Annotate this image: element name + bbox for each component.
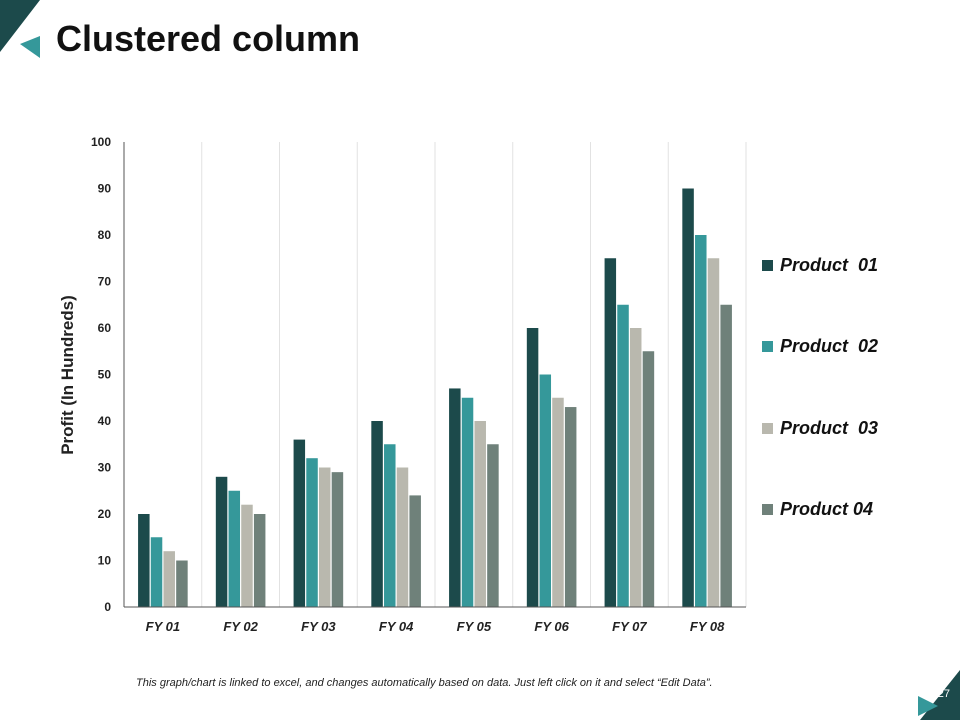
y-tick-label: 30 [98,461,112,475]
x-tick-label: FY 03 [301,619,336,634]
bar [526,328,539,607]
bar [564,407,577,607]
x-tick-label: FY 08 [690,619,725,634]
bar [241,504,253,607]
bar [682,188,694,607]
bar [474,421,486,607]
legend-label-product-01: Product 01 [780,254,879,275]
bar [604,258,617,607]
bar [617,304,629,607]
corner-decoration-top [0,0,40,58]
y-tick-label: 0 [104,600,111,614]
bar [396,467,409,607]
corner-triangle-teal [20,36,40,58]
bar [629,328,642,607]
chart-legend: Product 01 Product 02 Product 03 Product… [762,252,952,578]
corner-triangle-dark [0,0,40,52]
bar [163,551,175,607]
y-tick-label: 60 [98,321,112,335]
bar [228,490,241,607]
legend-item-product-03[interactable]: Product 03 [762,415,952,441]
page-number: 27 [937,688,950,700]
x-tick-label: FY 04 [379,619,414,634]
y-tick-label: 40 [98,414,112,428]
legend-item-product-02[interactable]: Product 02 [762,334,952,360]
clustered-column-chart: 0 10 20 30 40 50 60 70 80 90 100 FY 01 FY 02 FY 03 FY … [91,135,747,634]
bar [306,458,318,607]
corner-triangle-bottom-teal [918,696,938,716]
bar [150,537,163,607]
bar [720,304,732,607]
bar [215,476,228,607]
x-tick-label: FY 01 [146,619,180,634]
legend-item-product-01[interactable]: Product 01 [762,252,952,278]
bar [138,514,150,607]
x-tick-label: FY 06 [534,619,569,634]
bar [331,472,344,607]
corner-decoration-bottom [918,670,960,720]
bar [707,258,720,607]
legend-label-product-04: Product 04 [780,499,874,519]
x-tick-label: FY 07 [612,619,647,634]
y-tick-label: 70 [98,275,112,289]
bar [695,235,707,607]
bar [539,374,552,607]
y-tick-label: 80 [98,228,112,242]
legend-swatch-product-04 [762,504,773,515]
legend-label-product-03: Product 03 [780,417,879,438]
x-tick-label: FY 02 [223,619,258,634]
bar [449,388,461,607]
y-tick-label: 10 [98,554,112,568]
bar [371,421,383,607]
footnote: This graph/chart is linked to excel, and… [136,677,713,689]
bar [487,444,499,607]
y-tick-label: 20 [98,507,112,521]
legend-label-product-02: Product 02 [780,336,879,356]
y-tick-label: 90 [98,182,112,196]
bar [461,397,474,607]
bar [293,439,306,607]
bar [318,467,331,607]
page-title: Clustered column [56,18,361,59]
bar [176,560,188,607]
y-tick-label: 100 [91,135,111,149]
legend-swatch-product-01 [762,259,773,271]
bar [253,514,266,607]
bar [384,444,396,607]
y-tick-label: 50 [98,368,112,382]
legend-swatch-product-03 [762,422,773,434]
x-tick-label: FY 05 [457,619,492,634]
bar [552,397,564,607]
legend-swatch-product-02 [762,341,773,352]
bar [642,351,655,607]
legend-item-product-04[interactable]: Product 04 [762,497,952,523]
bar [409,495,421,607]
